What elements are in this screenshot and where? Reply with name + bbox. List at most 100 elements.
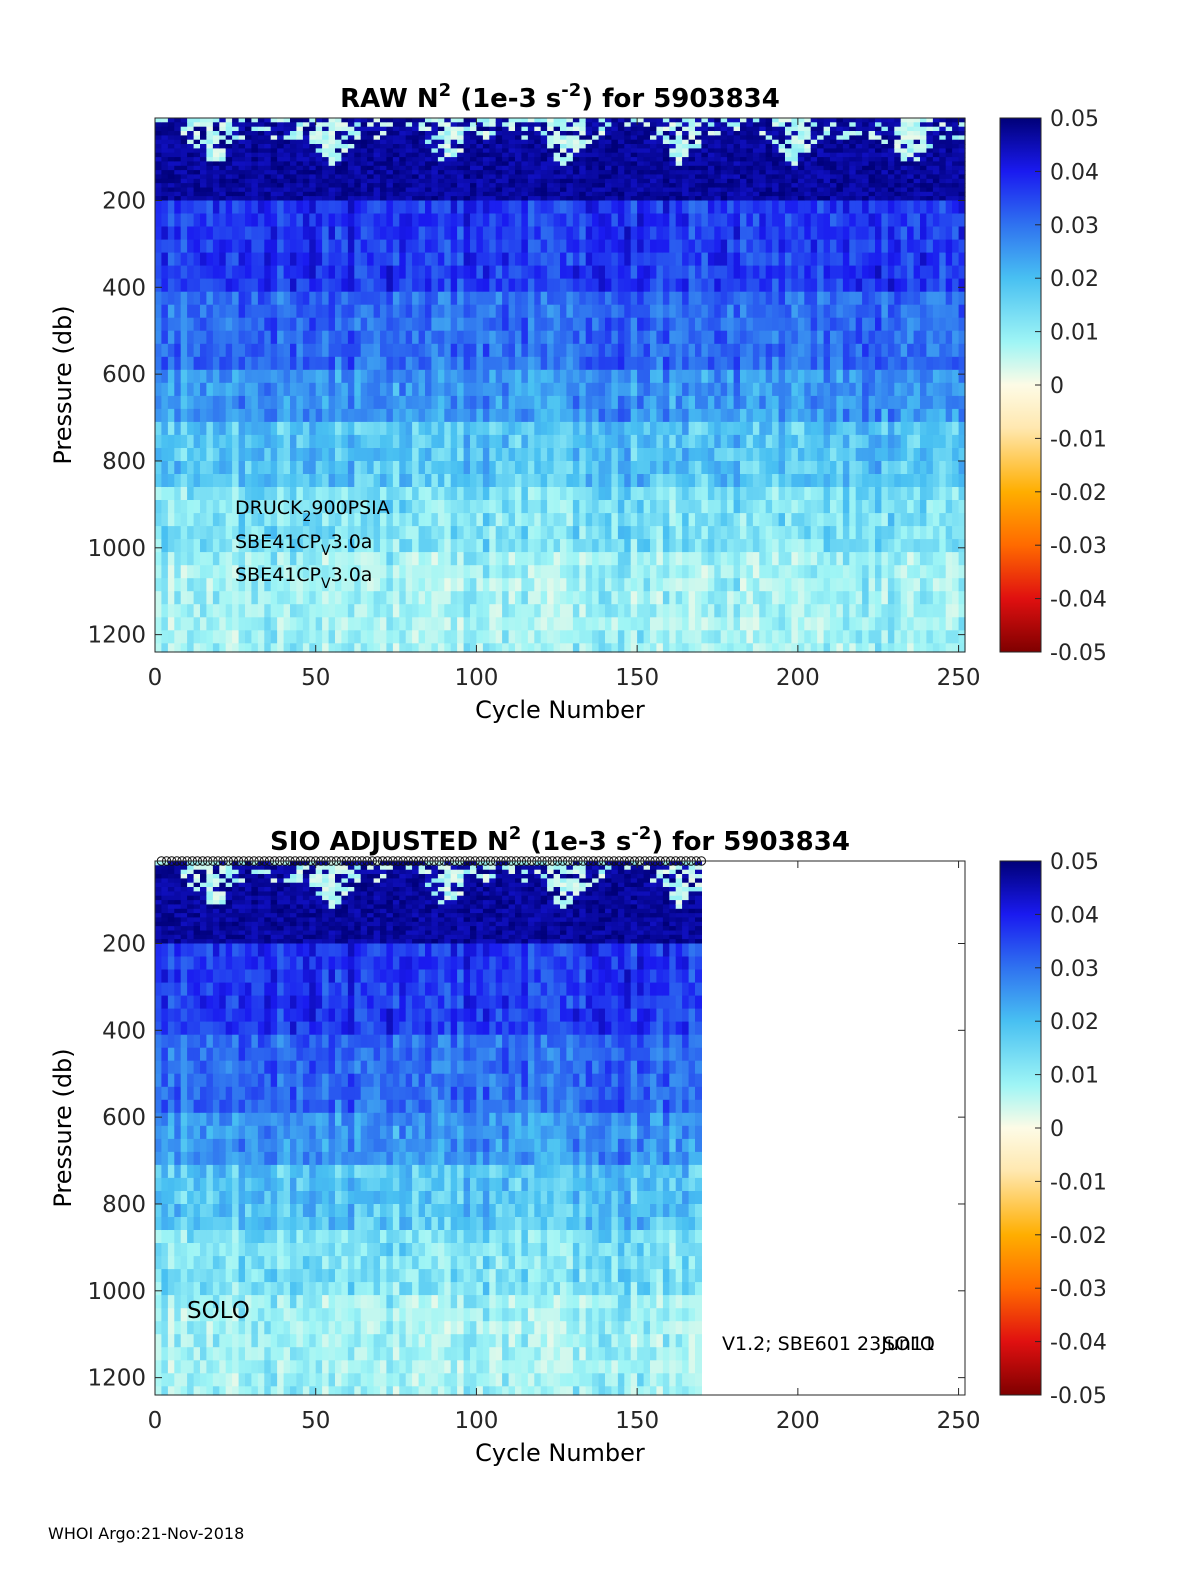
heatmap-cell	[695, 126, 702, 132]
heatmap-cell	[399, 617, 407, 631]
heatmap-cell	[180, 239, 188, 254]
heatmap-cell	[579, 152, 587, 158]
heatmap-cell	[450, 591, 458, 605]
heatmap-cell	[405, 291, 413, 306]
heatmap-cell	[579, 183, 587, 188]
heatmap-cell	[360, 170, 368, 175]
heatmap-cell	[740, 434, 747, 449]
heatmap-cell	[682, 152, 690, 158]
heatmap-cell	[688, 317, 696, 332]
heatmap-cell	[437, 395, 445, 410]
heatmap-cell	[457, 157, 465, 162]
heatmap-cell	[167, 448, 175, 462]
heatmap-cell	[367, 343, 375, 358]
heatmap-cell	[489, 421, 497, 436]
heatmap-cell	[527, 278, 535, 293]
heatmap-cell	[296, 122, 304, 128]
heatmap-cell	[187, 187, 195, 193]
heatmap-cell	[656, 408, 664, 423]
heatmap-cell	[463, 196, 471, 201]
heatmap-cell	[232, 317, 240, 332]
heatmap-cell	[482, 356, 490, 371]
heatmap-cell	[187, 304, 195, 319]
heatmap-cell	[392, 434, 400, 449]
heatmap-cell	[476, 265, 484, 280]
heatmap-cell	[630, 226, 638, 241]
heatmap-cell	[592, 395, 600, 410]
heatmap-cell	[425, 343, 432, 358]
heatmap-cell	[675, 265, 683, 280]
heatmap-cell	[521, 139, 529, 145]
heatmap-cell	[560, 421, 567, 436]
heatmap-cell	[180, 369, 188, 384]
heatmap-cell	[534, 187, 542, 193]
heatmap-cell	[315, 191, 323, 197]
heatmap-cell	[630, 118, 638, 123]
heatmap-cell	[206, 526, 214, 540]
heatmap-cell	[727, 369, 735, 384]
heatmap-cell	[688, 382, 696, 397]
heatmap-cell	[450, 174, 458, 180]
heatmap-cell	[669, 191, 677, 197]
heatmap-cell	[714, 226, 722, 241]
heatmap-cell	[328, 157, 336, 162]
heatmap-cell	[720, 144, 728, 149]
heatmap-cell	[425, 487, 432, 501]
heatmap-cell	[155, 183, 162, 188]
heatmap-cell	[425, 395, 432, 410]
heatmap-cell	[155, 552, 162, 566]
heatmap-cell	[257, 487, 265, 501]
heatmap-cell	[328, 191, 336, 197]
heatmap-cell	[637, 330, 645, 345]
heatmap-cell	[540, 131, 548, 136]
heatmap-cell	[232, 526, 240, 540]
heatmap-cell	[675, 343, 683, 358]
heatmap-cell	[560, 170, 567, 175]
heatmap-cell	[425, 161, 432, 167]
heatmap-cell	[264, 343, 272, 358]
heatmap-cell	[187, 161, 195, 167]
heatmap-cell	[630, 343, 638, 358]
heatmap-cell	[566, 148, 574, 154]
heatmap-cell	[482, 591, 490, 605]
heatmap-cell	[405, 304, 413, 319]
heatmap-cell	[495, 144, 503, 149]
heatmap-cell	[290, 122, 297, 128]
heatmap-cell	[727, 196, 735, 201]
heatmap-cell	[174, 591, 182, 605]
heatmap-cell	[547, 434, 555, 449]
heatmap-cell	[296, 252, 304, 267]
heatmap-cell	[412, 330, 420, 345]
heatmap-cell	[302, 291, 310, 306]
heatmap-cell	[560, 161, 567, 167]
heatmap-cell	[193, 183, 201, 188]
heatmap-cell	[167, 617, 175, 631]
heatmap-cell	[277, 239, 285, 254]
heatmap-cell	[193, 330, 201, 345]
heatmap-cell	[515, 152, 522, 158]
heatmap-cell	[714, 152, 722, 158]
heatmap-cell	[386, 291, 394, 306]
heatmap-cell	[174, 421, 182, 436]
heatmap-cell	[264, 122, 272, 128]
heatmap-cell	[630, 539, 638, 553]
heatmap-cell	[225, 239, 233, 254]
heatmap-cell	[219, 144, 227, 149]
heatmap-cell	[354, 552, 362, 566]
heatmap-cell	[598, 165, 606, 171]
heatmap-cell	[701, 395, 709, 410]
heatmap-cell	[283, 170, 291, 175]
heatmap-cell	[592, 552, 600, 566]
heatmap-cell	[309, 148, 317, 154]
heatmap-cell	[521, 291, 529, 306]
heatmap-cell	[547, 122, 555, 128]
heatmap-cell	[566, 118, 574, 123]
heatmap-cell	[277, 174, 285, 180]
heatmap-cell	[701, 183, 709, 188]
heatmap-cell	[630, 513, 638, 527]
heatmap-cell	[572, 304, 580, 319]
heatmap-cell	[714, 474, 722, 488]
heatmap-cell	[264, 526, 272, 540]
heatmap-cell	[180, 565, 188, 579]
heatmap-cell	[502, 630, 510, 644]
